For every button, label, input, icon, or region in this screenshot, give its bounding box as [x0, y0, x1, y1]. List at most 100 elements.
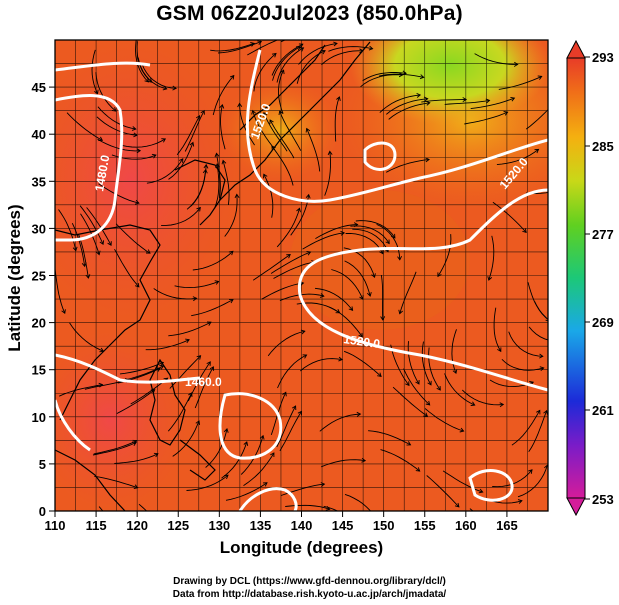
streamline [172, 420, 200, 457]
streamline-arrowhead [487, 276, 493, 281]
streamline-arrowhead [348, 306, 354, 311]
streamline [93, 440, 137, 455]
streamline [119, 361, 164, 375]
streamline [493, 307, 502, 352]
streamline [508, 331, 543, 357]
streamline [331, 269, 364, 300]
streamline-arrowhead [536, 409, 541, 415]
axes: 110 115 120 125 130 135 140 145 150 155 160 165 0 5 10… [32, 80, 518, 533]
streamline [276, 47, 304, 83]
streamline [444, 373, 475, 406]
streamline [527, 282, 548, 321]
streamline-arrowhead [209, 366, 215, 371]
streamline [263, 112, 288, 152]
streamline-arrowhead [134, 199, 140, 205]
colorbar-top-arrow [566, 39, 586, 59]
y-tick-label: 20 [32, 316, 46, 331]
streamline-arrowhead [263, 173, 268, 179]
streamline [98, 183, 140, 204]
streamline-arrowhead [454, 502, 460, 508]
y-tick-label: 45 [32, 80, 46, 95]
streamline-arrowhead [478, 488, 484, 494]
coastlines [55, 41, 371, 511]
streamline-arrowhead [416, 92, 422, 98]
streamline-arrowhead [229, 74, 235, 80]
streamline-arrowhead [153, 452, 159, 458]
streamline [407, 341, 420, 385]
streamline [261, 282, 304, 300]
streamline [190, 164, 207, 207]
streamline [379, 94, 421, 113]
streamline [329, 306, 363, 338]
streamline [298, 42, 338, 65]
streamline-arrowhead [291, 405, 297, 411]
streamline [205, 428, 228, 468]
streamline-arrowhead [200, 109, 205, 115]
streamline-arrowhead [425, 400, 431, 406]
streamline-arrowhead [377, 372, 382, 377]
streamline [252, 110, 276, 150]
streamline [388, 102, 430, 120]
streamline [492, 201, 527, 233]
geopotential-contours [55, 49, 548, 511]
y-tick-label: 40 [32, 127, 46, 142]
streamline-arrowhead [237, 102, 243, 108]
streamline-arrowhead [188, 392, 193, 397]
y-tick-label: 10 [32, 410, 46, 425]
streamline [97, 106, 136, 130]
streamline [271, 43, 304, 76]
streamline [428, 347, 441, 391]
streamline [176, 115, 200, 156]
streamline [279, 110, 302, 151]
streamline-arrowhead [302, 354, 308, 359]
streamline [496, 149, 539, 166]
streamline [344, 260, 371, 297]
streamline-arrowhead [338, 356, 343, 362]
y-axis-label: Latitude (degrees) [5, 204, 24, 352]
y-tick-label: 35 [32, 174, 46, 189]
streamline [501, 358, 544, 371]
streamline-arrowhead [159, 365, 165, 370]
streamline [321, 50, 363, 66]
streamline-arrowhead [189, 141, 195, 147]
streamline [141, 63, 177, 89]
streamline-arrowhead [327, 150, 333, 156]
streamline-arrowhead [221, 159, 227, 165]
x-tick-label: 145 [332, 518, 354, 533]
streamline [145, 339, 190, 351]
x-tick-label: 110 [45, 518, 66, 533]
streamline-arrowhead [543, 409, 548, 415]
credit-drawing: Drawing by DCL (https://www.gfd-dennou.o… [173, 576, 446, 587]
streamline [224, 194, 238, 237]
y-tick-label: 30 [32, 221, 46, 236]
streamline-arrowhead [156, 367, 161, 372]
streamline-arrowhead [296, 207, 301, 213]
streamline [169, 355, 201, 389]
streamline [386, 98, 428, 115]
streamline [263, 174, 274, 218]
streamline-arrowhead [333, 41, 338, 47]
streamline-arrowhead [144, 77, 149, 83]
streamline-arrowhead [555, 98, 559, 102]
streamline [451, 329, 457, 374]
streamline [168, 321, 212, 337]
streamline-arrowhead [368, 45, 374, 51]
streamline [492, 469, 533, 488]
streamline [314, 287, 353, 311]
streamline-arrowhead [223, 428, 229, 433]
streamline [352, 228, 389, 252]
streamline-arrowhead [111, 107, 117, 112]
streamline [437, 234, 452, 277]
streamline [426, 475, 460, 508]
streamline-arrowhead [131, 126, 137, 131]
y-tick-label: 0 [39, 504, 46, 519]
streamline-arrowhead [306, 250, 312, 256]
streamline [221, 441, 248, 479]
streamline [120, 365, 164, 382]
colorbar-bottom-arrow [566, 497, 586, 517]
streamline-arrowhead [391, 233, 396, 239]
streamline-arrowhead [415, 467, 421, 472]
streamline [392, 386, 428, 417]
streamline [302, 232, 345, 250]
x-tick-label: 115 [86, 518, 107, 533]
